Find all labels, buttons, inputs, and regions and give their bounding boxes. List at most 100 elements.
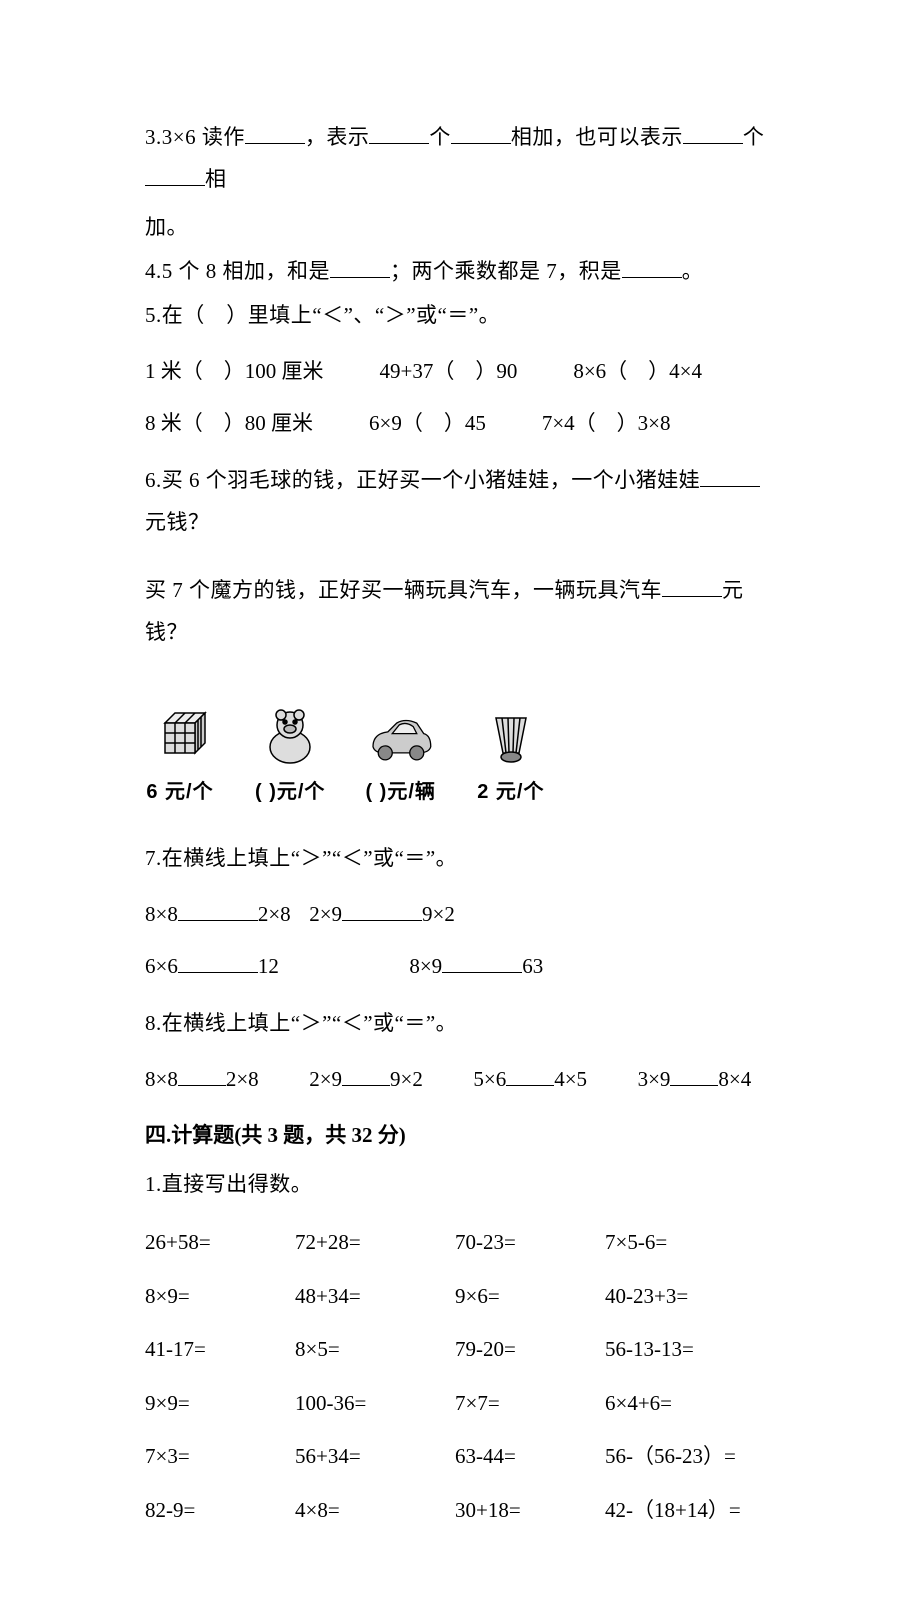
q7-row1: 8×8 2×8 2×9 9×2: [145, 899, 775, 931]
q6-line1: 6.买 6 个羽毛球的钱，正好买一个小猪娃娃，一个小猪娃娃元钱？: [145, 459, 775, 543]
q6-l2-t1: 买 7 个魔方的钱，正好买一辆玩具汽车，一辆玩具汽车: [145, 578, 662, 602]
q5-r2c2: 6×9（ ）45: [369, 408, 486, 440]
q4: 4.5 个 8 相加，和是 ；两个乘数都是 7，积是 。: [145, 250, 775, 292]
calc-row: 82-9= 4×8= 30+18= 42-（18+14）=: [145, 1495, 775, 1527]
q8-blank4[interactable]: [670, 1064, 718, 1086]
calc-row: 41-17= 8×5= 79-20= 56-13-13=: [145, 1334, 775, 1366]
q7-blank1[interactable]: [178, 899, 258, 921]
q3-blank1[interactable]: [245, 122, 305, 144]
q6-l1-t1: 6.买 6 个羽毛球的钱，正好买一个小猪娃娃，一个小猪娃娃: [145, 468, 700, 492]
q3-blank4[interactable]: [683, 122, 743, 144]
q3-blank2[interactable]: [369, 122, 429, 144]
calc-cell: 4×8=: [295, 1495, 455, 1527]
q8-p2b: 9×2: [390, 1067, 423, 1091]
calc-cell: 30+18=: [455, 1495, 605, 1527]
calc-cell: 7×5-6=: [605, 1227, 667, 1259]
q8-blank3[interactable]: [506, 1064, 554, 1086]
q6-line2: 买 7 个魔方的钱，正好买一辆玩具汽车，一辆玩具汽车元钱？: [145, 569, 775, 653]
q7-blank3[interactable]: [178, 951, 258, 973]
q5-r2c3: 7×4（ ）3×8: [542, 408, 671, 440]
item-car: ( )元/辆: [365, 703, 435, 807]
q8-blank1[interactable]: [178, 1064, 226, 1086]
q7-head: 7.在横线上填上“＞”“＜”或“＝”。: [145, 837, 775, 879]
q7-r2-c: 8×9: [409, 954, 442, 978]
q5-r1c1: 1 米（ ）100 厘米: [145, 356, 324, 388]
q5-r1c3: 8×6（ ）4×4: [573, 356, 702, 388]
item-cube: 6 元/个: [145, 703, 215, 807]
calc-cell: 7×3=: [145, 1441, 295, 1473]
item-pig-label: ( )元/个: [255, 777, 325, 807]
q7-r2-b: 12: [258, 954, 279, 978]
q3-t2: ，表示: [305, 125, 370, 149]
q3-t4: 相加，也可以表示: [511, 125, 683, 149]
q4-blank1[interactable]: [330, 256, 390, 278]
q8-blank2[interactable]: [342, 1064, 390, 1086]
q4-t2: ；两个乘数都是 7，积是: [390, 259, 622, 283]
shuttle-icon: [476, 703, 546, 773]
q8-p1b: 2×8: [226, 1067, 259, 1091]
q3-t5: 个: [743, 125, 765, 149]
q3-blank5[interactable]: [145, 164, 205, 186]
calc-cell: 79-20=: [455, 1334, 605, 1366]
calc-cell: 9×6=: [455, 1281, 605, 1313]
item-shuttle: 2 元/个: [476, 703, 546, 807]
q7-r1-d: 9×2: [422, 902, 455, 926]
q6-blank2[interactable]: [662, 575, 722, 597]
calc-row: 26+58= 72+28= 70-23= 7×5-6=: [145, 1227, 775, 1259]
cube-icon: [145, 703, 215, 773]
calc-grid: 26+58= 72+28= 70-23= 7×5-6= 8×9= 48+34= …: [145, 1227, 775, 1526]
calc-cell: 63-44=: [455, 1441, 605, 1473]
q3-t1: 3.3×6 读作: [145, 125, 245, 149]
calc-row: 9×9= 100-36= 7×7= 6×4+6=: [145, 1388, 775, 1420]
q8-head: 8.在横线上填上“＞”“＜”或“＝”。: [145, 1002, 775, 1044]
q6-blank1[interactable]: [700, 465, 760, 487]
q7-r1-b: 2×8: [258, 902, 291, 926]
calc-cell: 9×9=: [145, 1388, 295, 1420]
q8-p1a: 8×8: [145, 1067, 178, 1091]
calc-row: 8×9= 48+34= 9×6= 40-23+3=: [145, 1281, 775, 1313]
item-cube-label: 6 元/个: [146, 777, 213, 807]
q5-head: 5.在（ ）里填上“＜”、“＞”或“＝”。: [145, 294, 775, 336]
calc-cell: 7×7=: [455, 1388, 605, 1420]
q7-r1-a: 8×8: [145, 902, 178, 926]
calc-cell: 40-23+3=: [605, 1281, 688, 1313]
sec4-head: 四.计算题(共 3 题，共 32 分): [145, 1120, 775, 1152]
q4-blank2[interactable]: [622, 256, 682, 278]
calc-cell: 56-（56-23）=: [605, 1441, 736, 1473]
q5-row1: 1 米（ ）100 厘米 49+37（ ）90 8×6（ ）4×4: [145, 356, 775, 388]
q5-row2: 8 米（ ）80 厘米 6×9（ ）45 7×4（ ）3×8: [145, 408, 775, 440]
q5-r2c1: 8 米（ ）80 厘米: [145, 408, 313, 440]
pig-icon: [255, 703, 325, 773]
calc-cell: 72+28=: [295, 1227, 455, 1259]
q8-p4b: 8×4: [718, 1067, 751, 1091]
calc-cell: 56-13-13=: [605, 1334, 694, 1366]
q7-blank4[interactable]: [442, 951, 522, 973]
calc-cell: 41-17=: [145, 1334, 295, 1366]
q7-r2-a: 6×6: [145, 954, 178, 978]
q3-blank3[interactable]: [451, 122, 511, 144]
q8-p3a: 5×6: [473, 1067, 506, 1091]
q8-p3b: 4×5: [554, 1067, 587, 1091]
sec4-sub1: 1.直接写出得数。: [145, 1163, 775, 1205]
item-car-label: ( )元/辆: [365, 777, 435, 807]
calc-row: 7×3= 56+34= 63-44= 56-（56-23）=: [145, 1441, 775, 1473]
q3-line2-text: 加。: [145, 215, 188, 239]
calc-cell: 82-9=: [145, 1495, 295, 1527]
calc-cell: 48+34=: [295, 1281, 455, 1313]
q7-row2: 6×612 8×963: [145, 951, 775, 983]
car-icon: [366, 703, 436, 773]
item-shuttle-label: 2 元/个: [477, 777, 544, 807]
calc-cell: 100-36=: [295, 1388, 455, 1420]
q3-t3: 个: [429, 125, 451, 149]
q3-line2: 加。: [145, 206, 775, 248]
q4-t1: 4.5 个 8 相加，和是: [145, 259, 330, 283]
q7-r1-c: 2×9: [309, 902, 342, 926]
q8-row: 8×82×8 2×99×2 5×64×5 3×98×4: [145, 1064, 775, 1096]
q5-r1c2: 49+37（ ）90: [380, 356, 518, 388]
q7-blank2[interactable]: [342, 899, 422, 921]
q4-t3: 。: [682, 259, 704, 283]
q3: 3.3×6 读作，表示个相加，也可以表示个相: [145, 116, 775, 200]
calc-cell: 56+34=: [295, 1441, 455, 1473]
calc-cell: 42-（18+14）=: [605, 1495, 741, 1527]
calc-cell: 8×9=: [145, 1281, 295, 1313]
